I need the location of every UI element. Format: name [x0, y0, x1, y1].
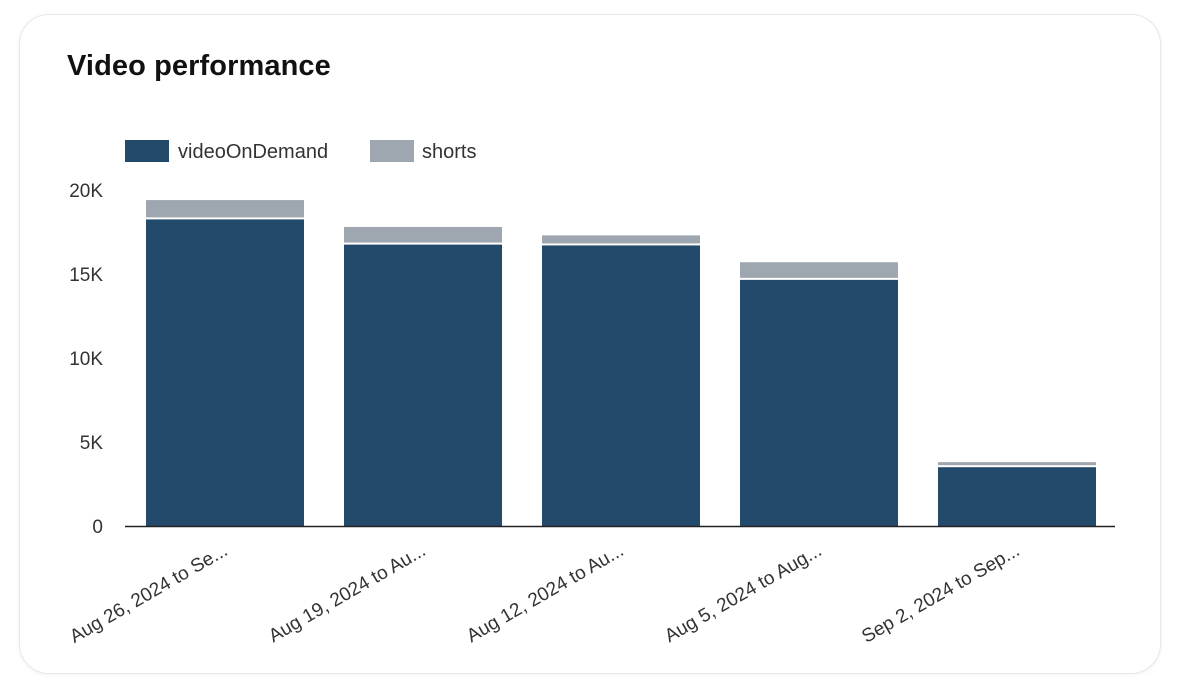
- bar-videoOnDemand: [542, 245, 700, 526]
- y-tick-label: 0: [92, 517, 103, 538]
- x-tick-label: Aug 5, 2024 to Aug...: [661, 540, 825, 647]
- chart-legend: videoOnDemand shorts: [125, 140, 476, 163]
- x-axis-ticks: Aug 26, 2024 to Se... Aug 19, 2024 to Au.…: [66, 540, 1023, 647]
- bar-shorts: [146, 200, 304, 218]
- bar-shorts: [542, 235, 700, 244]
- x-tick-label: Aug 12, 2024 to Au...: [463, 540, 627, 647]
- legend-swatch-videoOnDemand: [125, 140, 169, 162]
- bar-shorts: [938, 462, 1096, 466]
- x-tick-label: Sep 2, 2024 to Sep...: [858, 540, 1023, 647]
- bar-shorts: [344, 226, 502, 243]
- legend-swatch-shorts: [370, 140, 414, 162]
- y-tick-label: 15K: [69, 265, 103, 286]
- legend-label-shorts: shorts: [422, 141, 476, 163]
- bar-videoOnDemand: [740, 279, 898, 526]
- x-tick-label: Aug 26, 2024 to Se...: [66, 540, 231, 647]
- legend-label-videoOnDemand: videoOnDemand: [178, 141, 328, 163]
- bar-videoOnDemand: [146, 219, 304, 526]
- chart-title: Video performance: [67, 50, 331, 82]
- chart-bars: [146, 200, 1096, 526]
- y-tick-label: 5K: [80, 433, 104, 454]
- bar-shorts: [740, 262, 898, 278]
- x-tick-label: Aug 19, 2024 to Au...: [265, 540, 429, 647]
- y-tick-label: 10K: [69, 349, 103, 370]
- bar-videoOnDemand: [344, 244, 502, 526]
- bar-videoOnDemand: [938, 467, 1096, 526]
- y-tick-label: 20K: [69, 181, 103, 202]
- y-axis-ticks: 0 5K 10K 15K 20K: [69, 181, 103, 538]
